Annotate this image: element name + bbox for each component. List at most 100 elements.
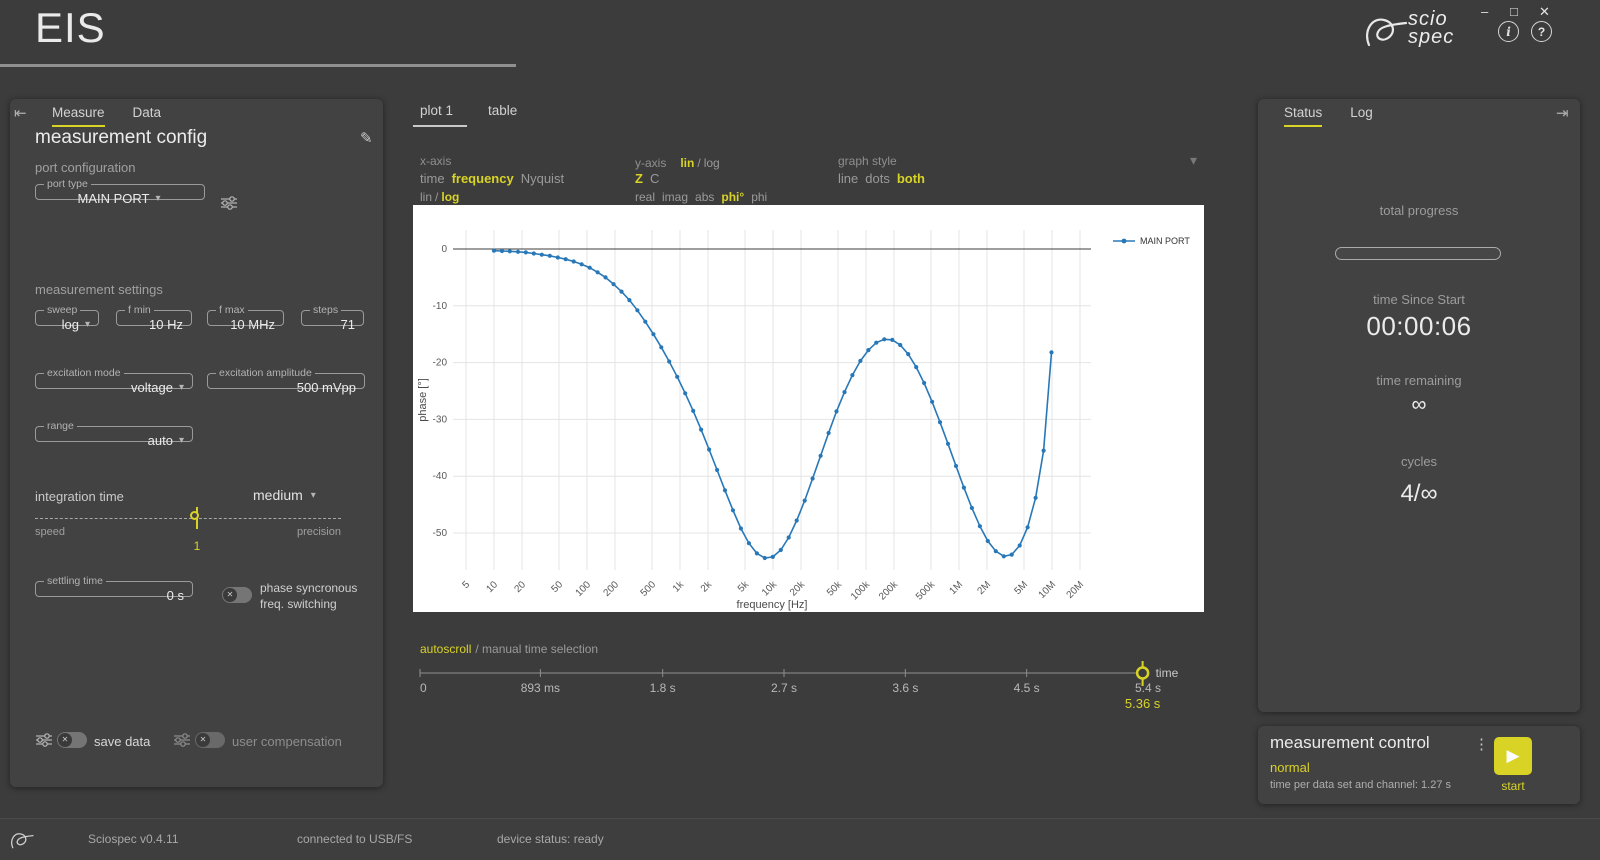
save-data-settings-icon[interactable]: [35, 733, 53, 747]
tab-data[interactable]: Data: [132, 105, 162, 120]
start-button[interactable]: ▶: [1494, 737, 1532, 775]
tab-measure[interactable]: Measure: [52, 105, 105, 127]
option-separator: /: [697, 156, 701, 170]
steps-field[interactable]: steps 71: [301, 305, 364, 332]
option-log[interactable]: log: [703, 156, 720, 170]
option-lin[interactable]: lin: [420, 190, 433, 204]
svg-text:100k: 100k: [849, 579, 873, 603]
settling-time-field[interactable]: settling time 0 s: [35, 576, 193, 603]
integration-time-label: integration time: [35, 489, 124, 504]
edit-pencil-icon[interactable]: ✎: [360, 130, 373, 147]
x-axis-mode-options[interactable]: time frequency Nyquist: [420, 170, 571, 188]
kebab-menu-icon[interactable]: ⋮: [1474, 736, 1489, 753]
option-real[interactable]: real: [635, 190, 656, 204]
option-line[interactable]: line: [838, 171, 859, 186]
svg-text:200k: 200k: [877, 579, 901, 603]
excitation-mode-value: voltage: [131, 379, 173, 395]
option-manual-time-selection[interactable]: / manual time selection: [475, 642, 599, 656]
option-c[interactable]: C: [649, 171, 660, 186]
tab-table[interactable]: table: [488, 103, 518, 118]
collapse-panel-icon[interactable]: ⇤: [14, 105, 27, 122]
option-time[interactable]: time: [420, 171, 445, 186]
toggle-x-icon: ✕: [61, 735, 69, 744]
range-label: range: [47, 420, 74, 432]
tab-status[interactable]: Status: [1284, 105, 1323, 127]
svg-text:10k: 10k: [760, 579, 780, 599]
slider-speed-label: speed: [35, 526, 65, 538]
sweep-select[interactable]: sweep log ▾: [35, 305, 99, 332]
y-axis-component-options[interactable]: real imag abs phi° phi: [635, 188, 774, 206]
time-remaining-label: time remaining: [1376, 373, 1462, 388]
option-phi-deg[interactable]: phi°: [721, 190, 745, 204]
save-data-toggle[interactable]: ✕: [57, 732, 87, 748]
f-max-label: f max: [219, 304, 245, 316]
chevron-down-icon: ▾: [178, 434, 184, 446]
collapse-panel-icon[interactable]: ⇥: [1556, 105, 1569, 122]
panel-heading: measurement config: [35, 127, 208, 148]
integration-slider-track[interactable]: [35, 518, 341, 519]
svg-text:200: 200: [602, 579, 622, 599]
user-compensation-toggle[interactable]: ✕: [195, 732, 225, 748]
option-z[interactable]: Z: [635, 171, 643, 186]
option-both[interactable]: both: [896, 171, 925, 186]
connection-status: connected to USB/FS: [297, 832, 413, 846]
help-button[interactable]: ?: [1531, 21, 1552, 42]
phase-chart[interactable]: 5 10 20 50 100 200 500 1k 2k 5k 10k 20k 50k 100k 200k 5…: [413, 205, 1204, 612]
status-panel: Status Log ⇥ total progress time Since S…: [1258, 99, 1580, 712]
close-button[interactable]: ✕: [1539, 4, 1550, 19]
x-axis-scale-options[interactable]: lin / log: [420, 188, 466, 206]
excitation-amplitude-value: 500 mVpp: [296, 379, 356, 395]
toggle-x-icon: ✕: [226, 590, 234, 599]
phase-chart-svg[interactable]: 5 10 20 50 100 200 500 1k 2k 5k 10k 20k 50k 100k 200k 5…: [413, 205, 1204, 612]
svg-text:time: time: [1156, 666, 1179, 680]
integration-slider-handle[interactable]: [190, 511, 199, 520]
option-lin[interactable]: lin: [680, 156, 695, 170]
option-frequency[interactable]: frequency: [451, 171, 514, 186]
measurement-control-panel: measurement control ⋮ normal time per da…: [1258, 726, 1580, 804]
svg-text:-20: -20: [433, 358, 448, 369]
title-underline: [0, 64, 516, 67]
option-autoscroll[interactable]: autoscroll: [420, 642, 472, 656]
option-phi[interactable]: phi: [751, 190, 768, 204]
excitation-amplitude-field[interactable]: excitation amplitude 500 mVpp: [207, 368, 365, 395]
x-axis-label: x-axis: [420, 154, 452, 168]
info-button[interactable]: i: [1498, 21, 1519, 42]
status-bar: Sciospec v0.4.11 connected to USB/FS dev…: [0, 818, 1600, 860]
svg-text:20M: 20M: [1065, 579, 1087, 601]
tab-plot-1[interactable]: plot 1: [420, 103, 454, 118]
excitation-mode-select[interactable]: excitation mode voltage ▾: [35, 368, 193, 395]
svg-text:-10: -10: [433, 301, 448, 312]
graph-style-options[interactable]: line dots both: [838, 170, 932, 188]
svg-text:100: 100: [574, 579, 594, 599]
minimize-button[interactable]: –: [1481, 4, 1489, 19]
svg-text:phase [°]: phase [°]: [417, 378, 429, 422]
section-title-port-configuration: port configuration: [35, 160, 136, 175]
y-axis-scale-options[interactable]: y-axis lin / log: [635, 154, 727, 172]
option-abs[interactable]: abs: [695, 190, 715, 204]
option-nyquist[interactable]: Nyquist: [520, 171, 565, 186]
f-max-field[interactable]: f max 10 MHz: [207, 304, 284, 332]
port-settings-icon[interactable]: [220, 196, 238, 210]
svg-text:20k: 20k: [788, 579, 808, 599]
option-imag[interactable]: imag: [662, 190, 689, 204]
f-min-field[interactable]: f min 10 Hz: [116, 305, 192, 332]
port-type-select[interactable]: port type MAIN PORT ▾: [35, 179, 205, 206]
svg-text:20: 20: [512, 579, 528, 595]
user-compensation-settings-icon[interactable]: [173, 733, 191, 747]
maximize-button[interactable]: □: [1510, 4, 1518, 19]
graph-options-chevron-icon[interactable]: ▾: [1190, 152, 1198, 168]
brand-line-1: scio: [1408, 8, 1448, 30]
range-select[interactable]: range auto ▾: [35, 420, 193, 448]
time-selection-mode[interactable]: autoscroll / manual time selection: [420, 640, 605, 658]
option-log[interactable]: log: [441, 190, 460, 204]
integration-time-select[interactable]: medium ▾: [253, 487, 316, 503]
option-dots[interactable]: dots: [865, 171, 890, 186]
time-since-start-value: 00:00:06: [1366, 311, 1472, 341]
sweep-value: log: [61, 316, 79, 332]
svg-text:5.4 s: 5.4 s: [1135, 681, 1161, 695]
tab-log[interactable]: Log: [1350, 105, 1373, 120]
phase-sync-toggle[interactable]: ✕: [222, 587, 252, 603]
